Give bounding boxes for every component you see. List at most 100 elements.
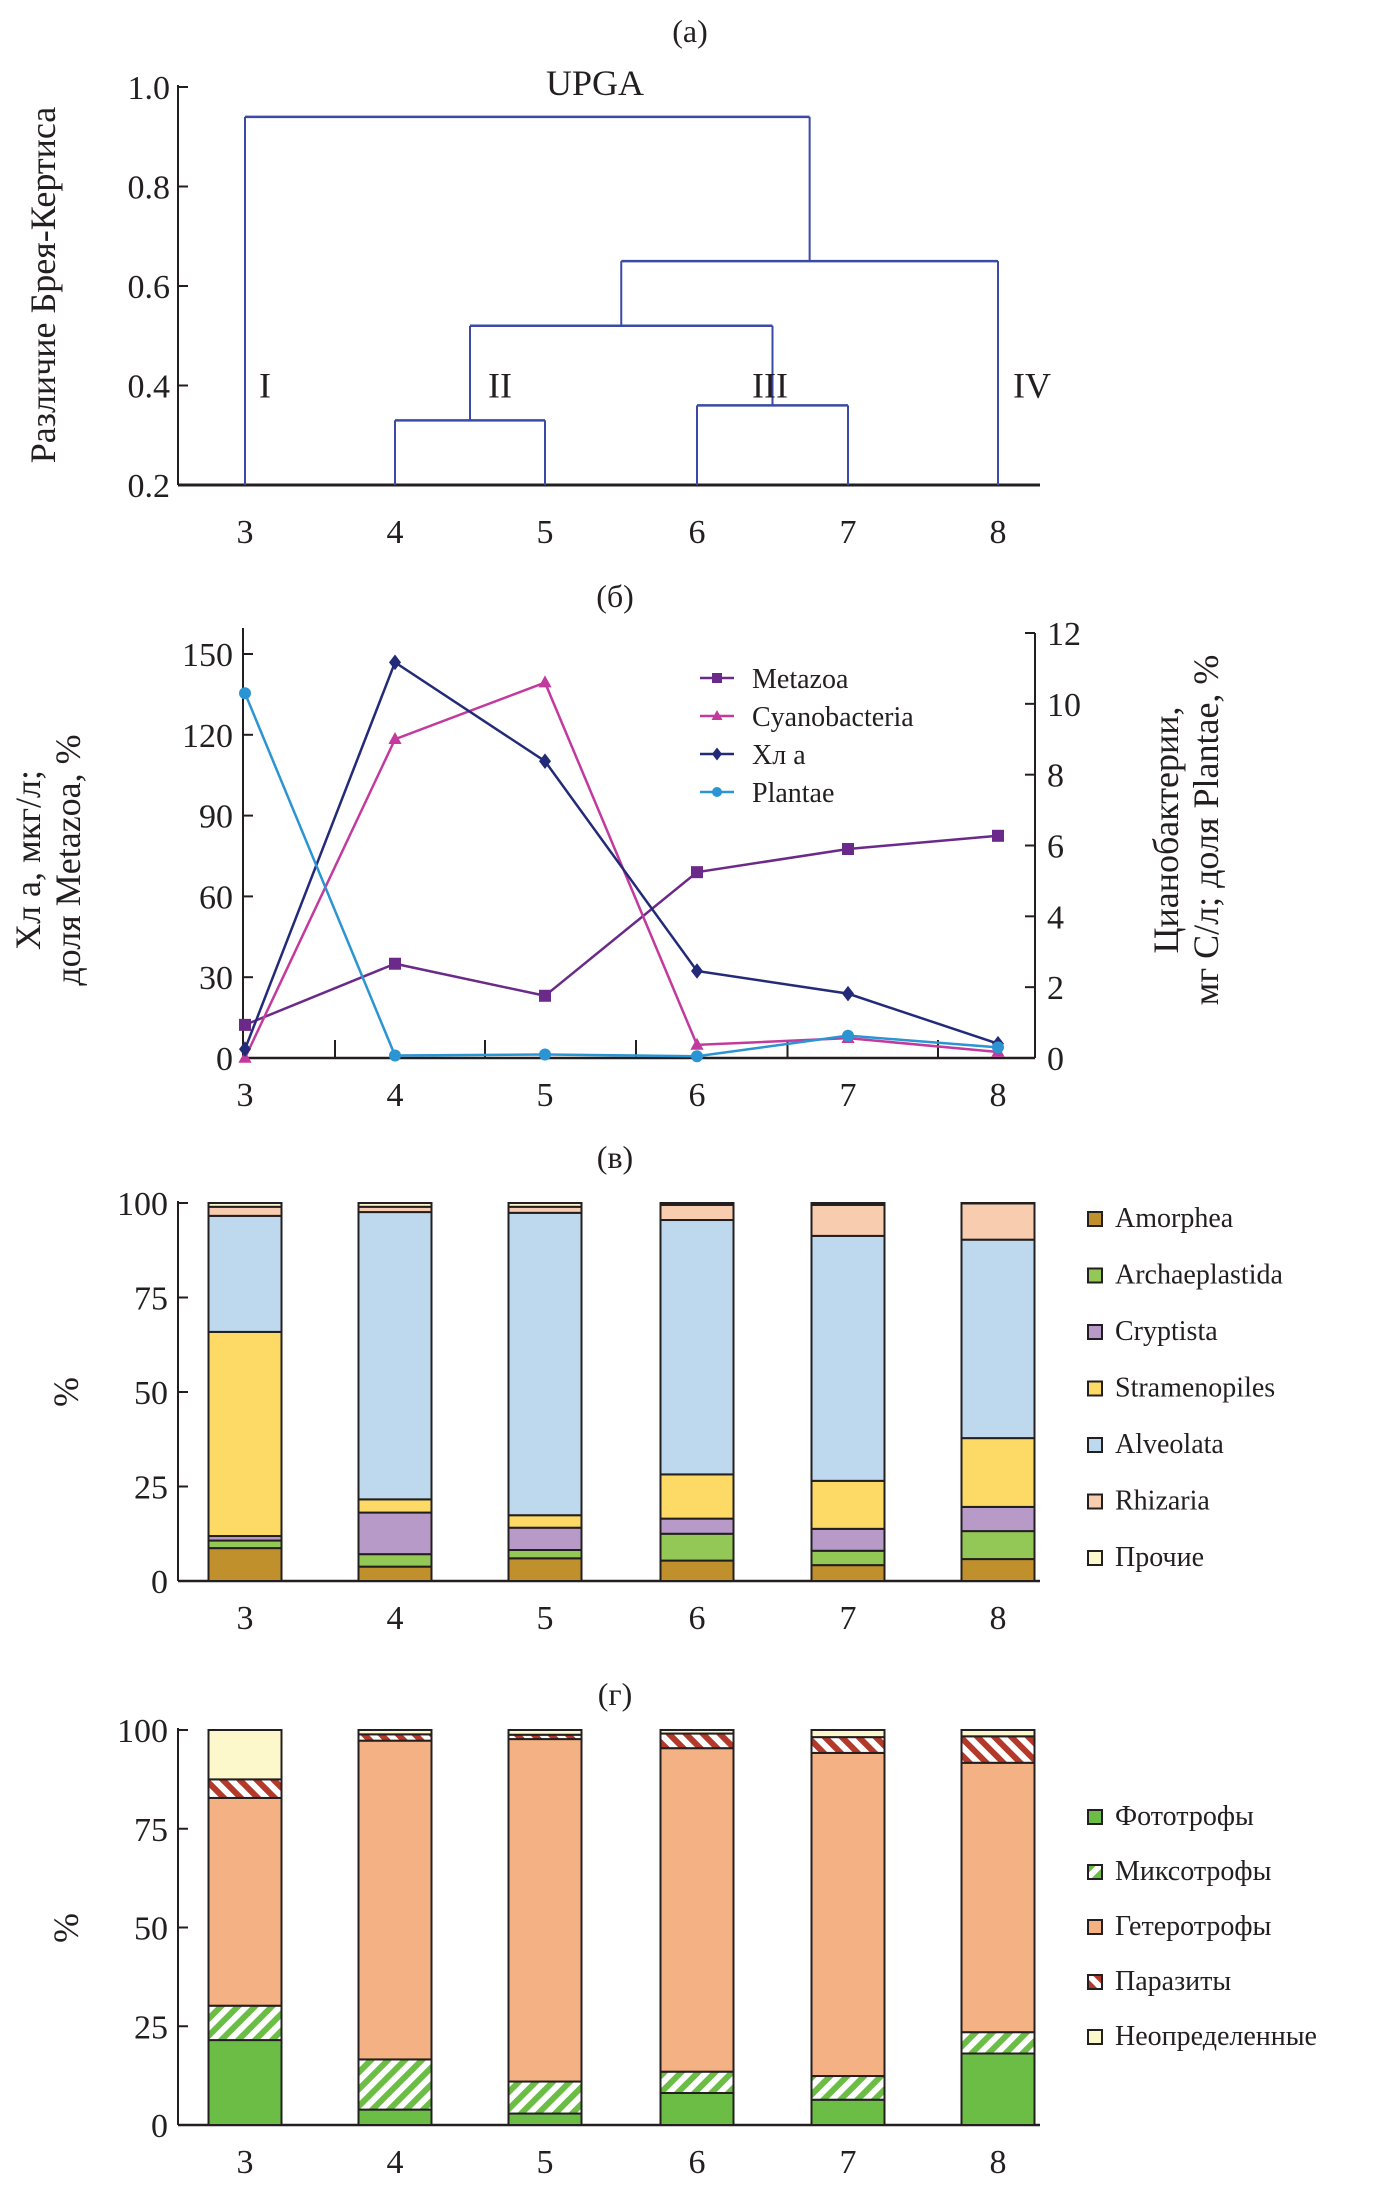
bar-segment-фототрофы [659,2092,735,2126]
bar-segment-фототрофы [207,2039,283,2126]
bar-segment-фототрофы [507,2112,583,2126]
dendrogram-ylabel: Различие Брея-Кертиса [23,107,63,464]
marker-square [992,829,1004,842]
bar-segment-cryptista [357,1511,433,1556]
left-y-tick-label: 150 [182,637,233,674]
legend-swatch [1087,1211,1103,1227]
bar-stack [659,1202,735,1583]
marker-triangle [388,732,402,745]
bar-stack [960,1202,1036,1583]
x-tick-label: 7 [840,2144,857,2181]
legend-swatch [1087,1380,1103,1397]
bar-segment-гетеротрофы [207,1796,283,2007]
bar-segment-гетеротрофы [810,1751,886,2078]
left-y-tick-label: 90 [199,799,233,836]
legend-item: Rhizaria [1087,1486,1210,1517]
bar-segment-cryptista [659,1517,735,1535]
legend-item: Неопределенные [1087,2021,1317,2052]
legend-item: Archaeplastida [1087,1260,1283,1291]
x-tick-label: 7 [840,514,857,551]
y-tick-label: 75 [134,1812,168,1849]
x-tick-label: 8 [990,2144,1007,2181]
marker-square [842,842,854,855]
bar-segment-cryptista [810,1527,886,1552]
legend-item: Cryptista [1087,1316,1218,1347]
x-tick-label: 5 [537,514,554,551]
bar-segment-неопределенные [659,1729,735,1735]
left-y-tick-label: 0 [216,1041,233,1078]
legend-label: Stramenopiles [1115,1373,1275,1404]
dendrogram-link [244,115,811,485]
marker-square [239,1018,251,1031]
legend-swatch [1087,1974,1103,1990]
bar-segment-archaeplastida [207,1539,283,1550]
panel-a-label: (а) [672,13,708,49]
bar-segment-stramenopiles [357,1498,433,1514]
right-y-tick-label: 8 [1047,758,1064,795]
marker-circle [712,787,722,797]
legend-label: Plantae [752,778,834,809]
bar-segment-archaeplastida [960,1530,1036,1561]
legend-item: Миксотрофы [1087,1856,1272,1887]
marker-diamond [842,985,854,1002]
x-tick-label: 4 [387,1600,404,1637]
bar-segment-фототрофы [960,2052,1036,2126]
panel-d-ylabel: % [46,1913,86,1943]
bar-segment-rhizaria [810,1203,886,1237]
right-y-tick-label: 6 [1047,829,1064,866]
legend-label: Rhizaria [1115,1486,1210,1517]
bar-stack [207,1729,283,2126]
bar-segment-stramenopiles [659,1473,735,1520]
bar-stack [659,1729,735,2126]
bar-segment-stramenopiles [207,1330,283,1538]
bar-segment-неопределенные [507,1729,583,1736]
legend-item: Metazoa [700,664,849,695]
legend-label: Гетеротрофы [1115,1911,1271,1942]
marker-square [539,989,551,1002]
cluster-label: III [752,366,788,406]
bar-segment-фототрофы [357,2108,433,2126]
y-tick-label: 100 [117,1713,168,1750]
marker-diamond [239,1041,251,1057]
x-tick-label: 5 [537,1600,554,1637]
bar-segment-гетеротрофы [357,1739,433,2061]
bar-segment-миксотрофы [507,2080,583,2115]
bar-segment-alveolata [507,1211,583,1517]
legend-swatch [1087,1919,1103,1935]
bar-segment-гетеротрофы [659,1747,735,2073]
y-tick-label: 0.6 [128,269,171,306]
y-tick-label: 25 [134,2009,168,2046]
y-tick-label: 0 [151,2108,168,2145]
bar-stack [507,1729,583,2126]
cluster-label: IV [1013,366,1051,406]
x-tick-label: 5 [537,1077,554,1114]
legend-label: Паразиты [1115,1966,1231,1997]
series-plantae [239,687,1004,1063]
legend-label: Хл a [752,740,806,771]
bar-segment-гетеротрофы [507,1738,583,2083]
bar-segment-alveolata [207,1214,283,1333]
panel-c-label: (в) [597,1139,633,1175]
marker-square [389,957,401,970]
left-y-tick-label: 30 [199,960,233,997]
legend-item: Прочие [1087,1542,1204,1573]
panel-d-label: (г) [598,1676,632,1712]
right-y-tick-label: 4 [1047,899,1064,936]
bar-segment-миксотрофы [207,2004,283,2042]
bar-stack [960,1729,1036,2126]
bar-segment-alveolata [960,1238,1036,1440]
x-tick-label: 8 [990,514,1007,551]
legend-swatch [1087,1437,1103,1453]
x-tick-label: 3 [237,1600,254,1637]
bar-segment-миксотрофы [960,2031,1036,2055]
right-ylabel-line1: Цианобактерии, [1146,706,1186,953]
y-tick-label: 1.0 [128,70,171,107]
legend-item: Plantae [700,778,834,809]
x-tick-label: 6 [689,1077,706,1114]
legend-swatch [1087,2029,1103,2045]
bar-segment-archaeplastida [810,1549,886,1567]
legend-label: Alveolata [1115,1429,1224,1460]
bar-segment-прочие [357,1202,433,1208]
legend-swatch [1087,1267,1103,1284]
